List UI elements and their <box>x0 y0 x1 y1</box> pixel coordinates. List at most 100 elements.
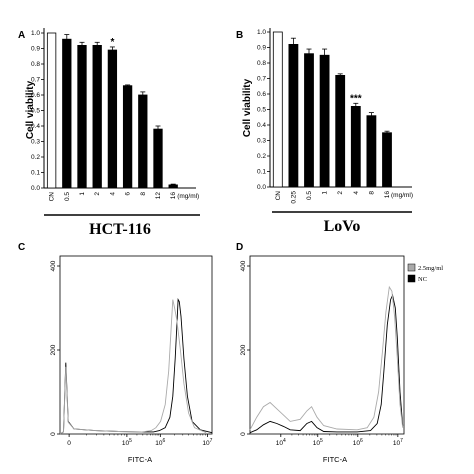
y-tick-label: 0.8 <box>31 61 40 68</box>
x-tick-label: 107 <box>393 438 403 447</box>
y-tick-label: 0.7 <box>257 76 266 83</box>
bar <box>319 54 330 188</box>
plot-frame-c <box>59 255 213 435</box>
y-ticks-c: 0 200 400 <box>50 260 60 436</box>
x-tick-label: 105 <box>313 438 323 447</box>
panel-b: B 0.00.10.20.30.40.50.60.70.80.91.0 *** … <box>236 28 413 235</box>
x-tick-label: 104 <box>276 438 286 447</box>
panel-letter-d: D <box>236 242 243 253</box>
bar <box>107 49 118 189</box>
x-tick-label: 2 <box>337 191 344 195</box>
legend-swatch <box>407 274 416 283</box>
x-unit-label: (mg/ml) <box>391 192 413 199</box>
panel-d: D 0 200 400 104 105 106 107 FITC-A 2.5mg/ml NC <box>236 242 443 464</box>
x-tick-label: 16 <box>170 192 177 200</box>
x-tick-label: 0.5 <box>64 192 71 201</box>
bar <box>168 184 178 189</box>
x-ticks-a: CN 0.5 1 2 4 6 8 12 16 (mg/ml) <box>49 192 200 202</box>
y-tick-label: 0.4 <box>31 123 40 130</box>
y-tick-label: 0.3 <box>257 138 266 145</box>
y-tick-label: 0.6 <box>31 92 40 99</box>
bar <box>382 132 392 188</box>
y-tick-label: 0.4 <box>257 122 266 129</box>
x-tick-label: 8 <box>368 191 375 195</box>
x-tick-label: 106 <box>353 438 363 447</box>
bars-b: *** <box>272 31 392 188</box>
y-tick-label: 200 <box>240 344 247 355</box>
legend-swatch <box>407 263 416 272</box>
x-axis-label-c: FITC-A <box>128 455 152 464</box>
y-tick-label: 0.2 <box>257 153 266 160</box>
histograms-c <box>59 298 213 435</box>
bars-a: * <box>46 32 178 189</box>
panel-a: A 0.0 0.1 0.2 0.3 0.4 0.5 0.6 0.7 0.8 0.9 1.0 * CN… <box>18 28 200 238</box>
y-tick-label: 0.1 <box>31 170 40 177</box>
bar <box>335 75 346 188</box>
x-tick-label: 106 <box>155 438 165 447</box>
x-tick-label: 0 <box>67 440 71 447</box>
x-tick-label: 6 <box>125 192 132 196</box>
y-ticks-b: 0.0 0.1 0.2 0.3 0.4 0.5 0.6 0.7 0.8 0.9 1.0 <box>257 29 270 191</box>
y-tick-label: 0.2 <box>31 154 40 161</box>
bar <box>92 45 102 189</box>
y-tick-label: 0 <box>240 432 247 436</box>
legend-d: 2.5mg/ml NC <box>407 263 443 283</box>
x-tick-label: CN <box>275 191 282 201</box>
bar <box>153 128 163 189</box>
y-tick-label: 0 <box>50 432 57 436</box>
panel-letter-c: C <box>18 242 25 253</box>
legend-label: NC <box>418 276 427 283</box>
y-tick-label: 0.7 <box>31 77 40 84</box>
y-tick-label: 1.0 <box>257 29 266 36</box>
y-tick-label: 0.6 <box>257 91 266 98</box>
x-ticks-c: 0 105 106 107 <box>67 434 213 447</box>
cell-line-label-b: LoVo <box>324 218 361 235</box>
bar <box>366 115 377 188</box>
bar <box>77 45 87 189</box>
x-tick-label: 4 <box>353 191 360 195</box>
x-tick-label: 4 <box>109 192 116 196</box>
bar <box>272 31 283 188</box>
y-ticks-a: 0.0 0.1 0.2 0.3 0.4 0.5 0.6 0.7 0.8 0.9 1.0 <box>31 30 44 192</box>
y-tick-label: 0.9 <box>257 45 266 52</box>
y-axis-label-a: Cell viability <box>25 80 36 139</box>
x-tick-label: 0.5 <box>306 191 313 200</box>
x-tick-label: 12 <box>155 192 162 200</box>
y-ticks-d: 0 200 400 <box>240 260 250 436</box>
histogram-trace <box>249 294 404 434</box>
y-tick-label: 0.5 <box>257 107 266 114</box>
x-tick-label: 8 <box>140 192 147 196</box>
y-tick-label: 400 <box>50 260 57 271</box>
legend-label: 2.5mg/ml <box>418 265 443 272</box>
bar <box>138 94 148 189</box>
bar <box>350 106 361 188</box>
x-ticks-d: 104 105 106 107 <box>276 434 403 447</box>
panel-c: C 0 200 400 0 105 106 107 FITC-A <box>18 242 213 464</box>
significance-marker: * <box>110 37 114 48</box>
y-tick-label: 400 <box>240 260 247 271</box>
x-tick-label: CN <box>49 192 56 202</box>
histograms-d <box>249 285 404 434</box>
y-tick-label: 0.5 <box>31 108 40 115</box>
y-axis-label-b: Cell viability <box>242 78 253 137</box>
y-tick-label: 1.0 <box>31 30 40 37</box>
y-tick-label: 0.8 <box>257 60 266 67</box>
bar <box>288 44 299 188</box>
histogram-trace <box>249 285 404 431</box>
x-tick-label: 1 <box>79 192 86 196</box>
y-tick-label: 0.0 <box>31 185 40 192</box>
y-tick-label: 0.0 <box>257 184 266 191</box>
significance-marker: *** <box>350 93 362 104</box>
histogram-trace <box>59 299 207 435</box>
y-tick-label: 0.9 <box>31 46 40 53</box>
x-tick-label: 107 <box>202 438 212 447</box>
y-tick-label: 0.1 <box>257 169 266 176</box>
cell-line-label-a: HCT-116 <box>89 221 151 238</box>
x-tick-label: 105 <box>122 438 132 447</box>
x-ticks-b: CN 0.25 0.5 1 2 4 8 16 (mg/ml) <box>275 191 413 204</box>
panel-letter-b: B <box>236 30 243 41</box>
plot-frame-d <box>249 255 405 435</box>
x-tick-label: 2 <box>94 192 101 196</box>
x-unit-label: (mg/ml) <box>177 193 199 200</box>
bar <box>46 32 57 189</box>
